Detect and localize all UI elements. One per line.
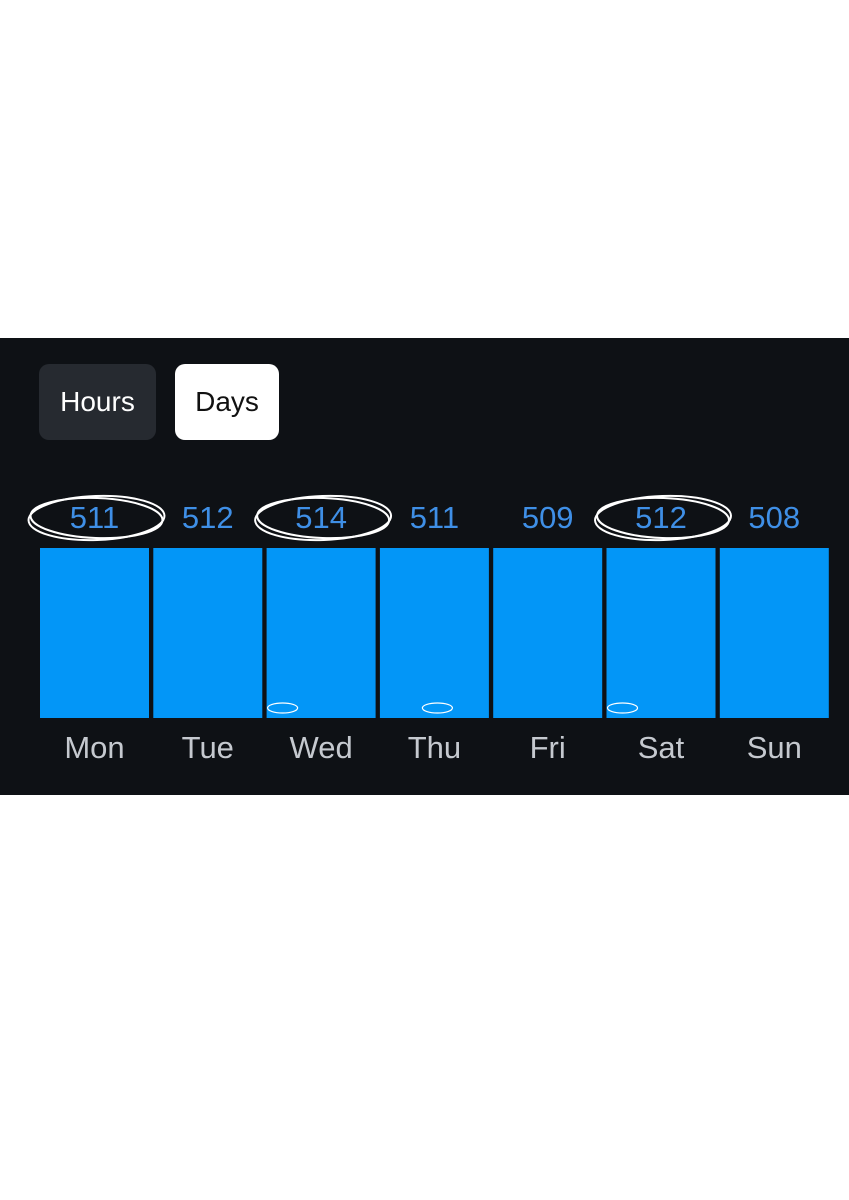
day-label-sat: Sat (638, 730, 685, 765)
hand-drawn-circle-mon (27, 494, 166, 542)
value-label-thu: 511 (410, 500, 459, 535)
day-label-thu: Thu (408, 730, 461, 765)
day-label-mon: Mon (64, 730, 124, 765)
small-mark-sat (606, 702, 639, 714)
value-label-mon: 511 (70, 500, 119, 535)
bar-wed (266, 548, 376, 718)
small-mark-wed (267, 702, 299, 714)
day-label-sun: Sun (747, 730, 802, 765)
value-label-wed: 514 (295, 500, 347, 535)
bar-chart: 511 Mon 512 Tue 514 Wed 511 Thu 509 Fri 512 Sat 508 S… (27, 494, 829, 765)
days-toggle-button[interactable]: Days (175, 364, 279, 440)
bar-tue (153, 548, 263, 718)
value-label-tue: 512 (182, 500, 234, 535)
value-label-sun: 508 (748, 500, 800, 535)
chart-panel: Hours Days 511 Mon 512 Tue 514 Wed 511 Thu 509 Fr… (0, 338, 849, 795)
day-label-tue: Tue (182, 730, 234, 765)
small-mark-thu (421, 702, 453, 714)
hand-drawn-circle-sat (594, 494, 732, 542)
hours-toggle-button[interactable]: Hours (39, 364, 156, 440)
bar-fri (493, 548, 603, 718)
day-label-wed: Wed (290, 730, 353, 765)
value-label-fri: 509 (522, 500, 574, 535)
day-label-fri: Fri (530, 730, 566, 765)
hand-drawn-circle-wed (254, 494, 393, 542)
value-label-sat: 512 (635, 500, 687, 535)
bar-sun (719, 548, 829, 718)
bar-thu (379, 548, 489, 718)
bar-mon (40, 548, 149, 718)
bar-sat (606, 548, 716, 718)
